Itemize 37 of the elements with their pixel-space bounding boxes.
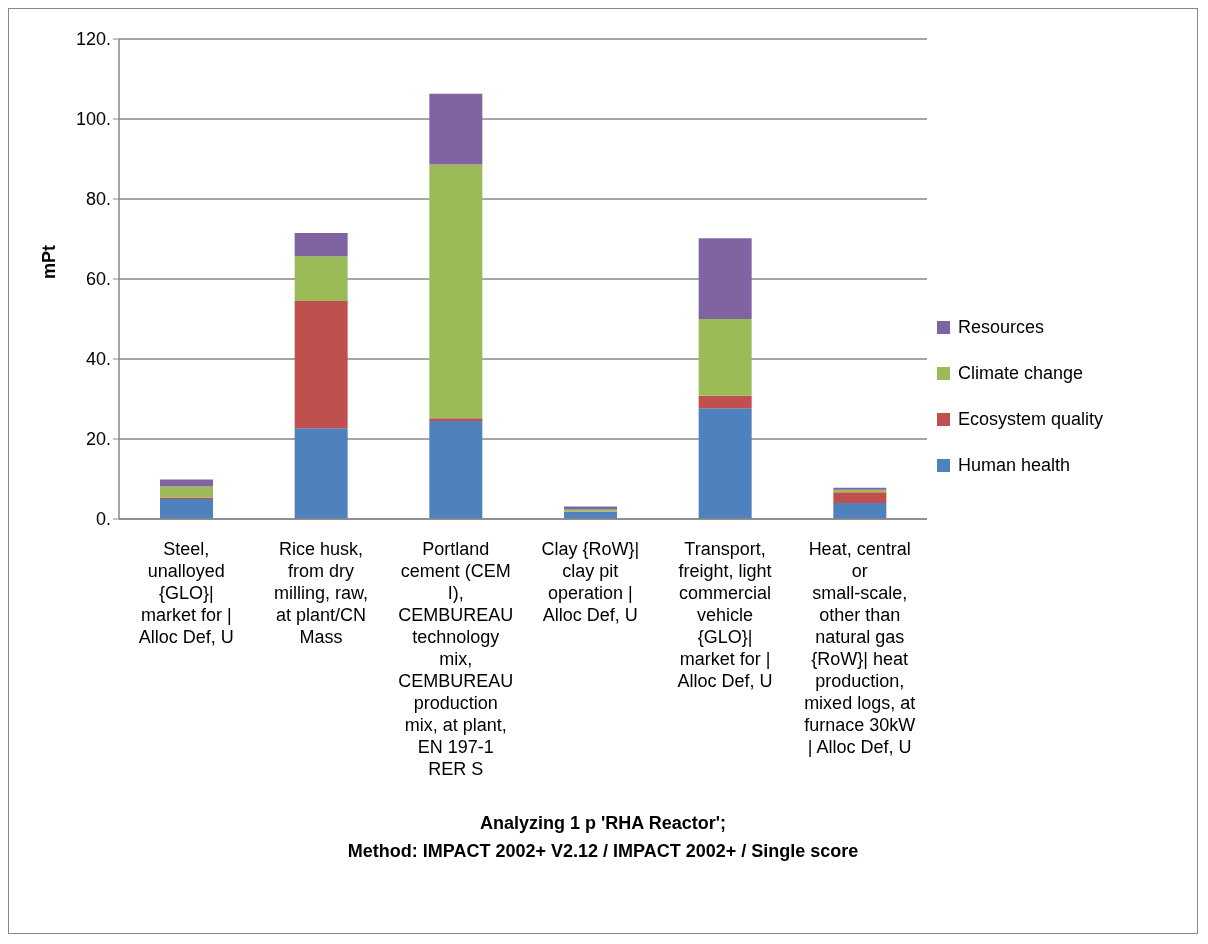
y-tick-label: 20. <box>85 429 111 450</box>
bar <box>294 256 348 301</box>
y-tick-label: 0. <box>95 509 111 530</box>
y-axis-title: mPt <box>39 244 60 279</box>
y-tick-label: 40. <box>85 349 111 370</box>
x-tick-label: Rice husk, from dry milling, raw, at plant/CN Mass <box>273 539 369 647</box>
legend-label: Resources <box>958 317 1045 338</box>
text: Method: IMPACT 2002+ V2.12 / IMPACT 2002+ / Single score <box>346 840 860 863</box>
bar <box>429 418 483 421</box>
bar <box>294 428 348 519</box>
x-tick-label: Transport, freight, light commercial vehicle {GLO}| market for | Alloc Def, U <box>677 539 773 691</box>
bar <box>698 238 752 319</box>
y-tick-label: 60. <box>85 269 111 290</box>
bar <box>160 479 213 487</box>
legend-label: Human health <box>958 455 1071 476</box>
legend-label: Climate change <box>958 363 1084 384</box>
y-tick-label: 120. <box>75 29 111 50</box>
bar <box>160 486 213 498</box>
bar <box>833 492 887 503</box>
legend-label: Ecosystem quality <box>958 409 1104 430</box>
bar <box>698 395 752 409</box>
bar <box>294 233 348 257</box>
y-tick-label: 80. <box>85 189 111 210</box>
bar <box>294 301 348 429</box>
bar <box>160 499 213 519</box>
bar <box>429 421 483 519</box>
bar <box>833 503 887 519</box>
category-label: Portland cement (CEM I), CEMBUREAU technology mix, CEMBUREAU production mix, at plant, EN 197-1 RER S <box>398 539 514 779</box>
bar <box>698 408 752 519</box>
category-label: Heat, central or small-scale, other than natural gas {RoW}| heat production, mixed logs, at furnace 30kW | Alloc Def, U <box>804 539 916 757</box>
text: Analyzing 1 p 'RHA Reactor'; <box>479 812 727 835</box>
bar <box>429 93 483 165</box>
bar <box>698 319 752 396</box>
x-tick-label: Clay {RoW}| clay pit operation | Alloc Def, U <box>541 539 640 625</box>
y-tick-label: 100. <box>75 109 111 130</box>
bar <box>429 164 483 419</box>
x-tick-label: Steel, unalloyed {GLO}| market for | Alloc Def, U <box>138 539 234 647</box>
